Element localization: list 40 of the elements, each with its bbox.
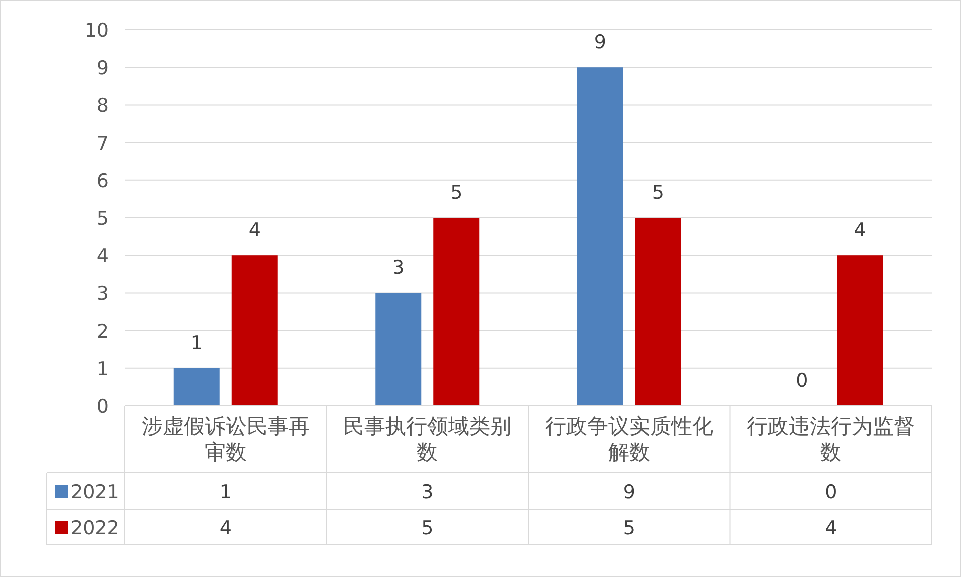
data-label: 4	[825, 518, 838, 540]
y-tick-label: 0	[96, 396, 109, 418]
text: 9	[594, 32, 606, 54]
y-tick-label: 4	[96, 246, 109, 268]
bar	[837, 256, 884, 406]
y-tick-label: 9	[96, 58, 109, 80]
text: 5	[652, 182, 664, 204]
bar	[577, 68, 624, 406]
y-tick-label: 8	[96, 95, 109, 118]
bar	[174, 368, 220, 406]
text: 3	[392, 257, 405, 280]
legend-label: 2022	[71, 518, 120, 540]
y-tick-label: 10	[84, 20, 109, 42]
data-label: 4	[220, 518, 232, 540]
text: 0	[796, 370, 808, 392]
text: 4	[248, 220, 261, 242]
data-label: 1	[220, 482, 232, 504]
bar	[434, 218, 480, 406]
text: 5	[450, 182, 463, 204]
y-tick-label: 3	[96, 283, 109, 306]
data-label: 0	[825, 482, 838, 504]
text: 4	[854, 220, 866, 242]
x-tick-label: 民事执行领域类别数	[344, 414, 512, 464]
y-tick-label: 7	[96, 132, 109, 155]
x-tick-label: 行政违法行为监督数	[747, 414, 916, 464]
data-label: 5	[623, 518, 636, 540]
y-tick-label: 5	[96, 208, 109, 230]
text: 1	[190, 332, 203, 354]
bar	[635, 218, 682, 406]
y-tick-label: 6	[96, 170, 109, 192]
y-tick-label: 2	[96, 320, 109, 343]
x-tick-label: 涉虚假诉讼民事再审数	[142, 414, 310, 464]
data-label: 9	[623, 482, 636, 504]
x-tick-label: 行政争议实质性化解数	[545, 414, 714, 464]
y-tick-label: 1	[96, 358, 109, 380]
data-label: 3	[422, 482, 434, 504]
legend-label: 2021	[71, 482, 120, 504]
data-label: 5	[422, 518, 434, 540]
bar	[232, 256, 278, 406]
bar	[376, 293, 422, 406]
